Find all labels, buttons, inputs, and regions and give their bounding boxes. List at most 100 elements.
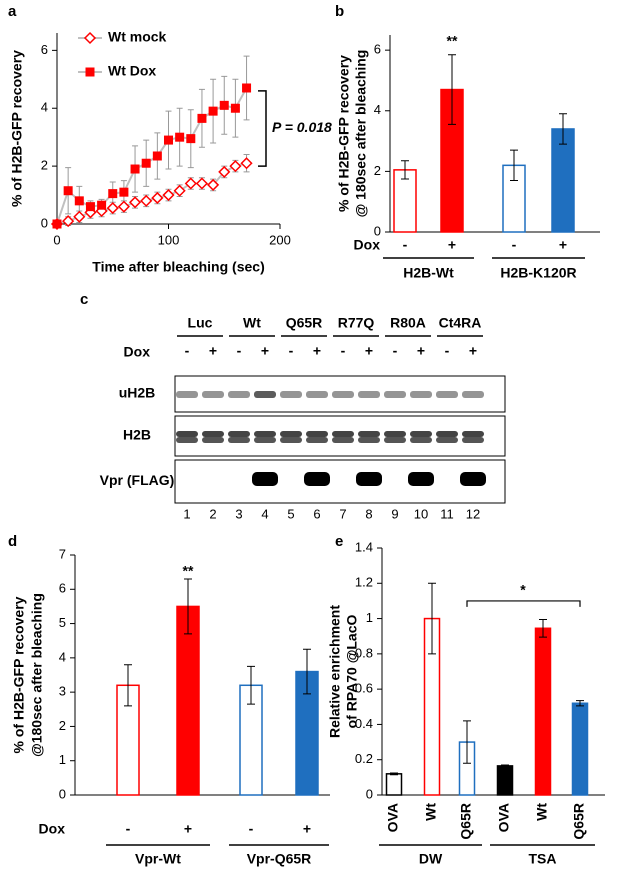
marker [62, 215, 75, 228]
panel-label: a [8, 3, 17, 20]
bar [496, 765, 514, 796]
group-label: Q65R [286, 315, 323, 331]
bar [176, 605, 200, 796]
y-axis-label: @ 180sec after bleaching [353, 50, 369, 218]
band [228, 391, 250, 398]
band [462, 431, 484, 437]
y-tick-label: 1 [59, 752, 66, 767]
legend-marker [85, 67, 95, 77]
treatment: + [469, 343, 477, 359]
band [202, 437, 224, 443]
band [358, 437, 380, 443]
marker [208, 106, 218, 116]
x-tick-label: - [126, 821, 131, 837]
bar [385, 773, 403, 796]
x-tick-label: + [559, 237, 567, 253]
band [202, 391, 224, 398]
band [462, 437, 484, 443]
y-tick-label: 0 [374, 223, 381, 238]
lane-number: 3 [235, 506, 242, 521]
band [280, 437, 302, 443]
annotation: * [520, 582, 526, 598]
band [332, 391, 354, 398]
treatment: - [445, 343, 450, 359]
marker [151, 191, 164, 205]
y-tick-label: 5 [59, 615, 66, 630]
marker [106, 202, 119, 215]
band [410, 391, 432, 398]
x-tick-label: + [184, 821, 192, 837]
treatment: - [185, 343, 190, 359]
marker [63, 186, 73, 196]
x-tick-label: Wt [534, 803, 550, 821]
marker [230, 103, 240, 113]
panel-label: b [335, 3, 344, 20]
band [254, 437, 276, 443]
y-axis-label: @180sec after bleaching [29, 593, 45, 757]
band [384, 391, 406, 398]
x-tick-label: + [448, 237, 456, 253]
error-bar [463, 720, 471, 764]
marker [184, 177, 197, 190]
row-label: H2B [123, 427, 151, 443]
marker [73, 210, 86, 223]
marker [140, 194, 153, 207]
band [176, 431, 198, 437]
treatment: + [365, 343, 373, 359]
marker [175, 132, 185, 142]
y-tick-label: 0.8 [355, 645, 373, 660]
band [384, 437, 406, 443]
band [460, 472, 486, 486]
band [436, 431, 458, 437]
lane-number: 5 [287, 506, 294, 521]
bar [534, 627, 552, 796]
group-label: Ct4RA [439, 315, 482, 331]
marker [164, 135, 173, 145]
lane-number: 9 [391, 506, 398, 521]
y-axis-label: % of H2B-GFP recovery [9, 50, 25, 207]
row-label: uH2B [119, 385, 156, 401]
y-tick-label: 0 [366, 786, 373, 801]
marker [219, 100, 229, 110]
error-bar [184, 578, 192, 635]
band [280, 391, 302, 398]
band [358, 431, 380, 437]
band [176, 391, 198, 398]
treatment: + [261, 343, 269, 359]
group-label: H2B-Wt [403, 265, 454, 281]
marker [229, 160, 242, 173]
band [228, 437, 250, 443]
y-tick-label: 4 [59, 649, 66, 664]
y-axis-label: of RPA70 @LacO [344, 615, 360, 729]
band [358, 391, 380, 398]
annotation: ** [447, 33, 458, 49]
group-label: TSA [529, 851, 557, 867]
blot-box [174, 459, 506, 504]
x-tick-label: + [303, 821, 311, 837]
marker [240, 157, 253, 170]
series-line [56, 87, 248, 225]
error-bar [247, 665, 255, 705]
x-axis-label: Time after bleaching (sec) [92, 259, 264, 275]
treatment: - [341, 343, 346, 359]
treatment: + [209, 343, 217, 359]
error-bar [501, 764, 509, 768]
series-line [56, 162, 247, 225]
error-bar [539, 618, 547, 638]
band [436, 391, 458, 398]
error-bar [576, 700, 584, 707]
treatment: - [237, 343, 242, 359]
error-bar [303, 648, 311, 695]
y-tick-label: 0.2 [355, 751, 373, 766]
x-tick-label: Wt [423, 803, 439, 821]
group-label: R77Q [338, 315, 375, 331]
row-label: Dox [39, 821, 66, 837]
marker [119, 187, 129, 197]
band [202, 431, 224, 437]
error-bar [401, 160, 409, 180]
band [252, 472, 278, 486]
band [436, 437, 458, 443]
annotation: ** [183, 563, 194, 579]
marker [74, 196, 84, 206]
